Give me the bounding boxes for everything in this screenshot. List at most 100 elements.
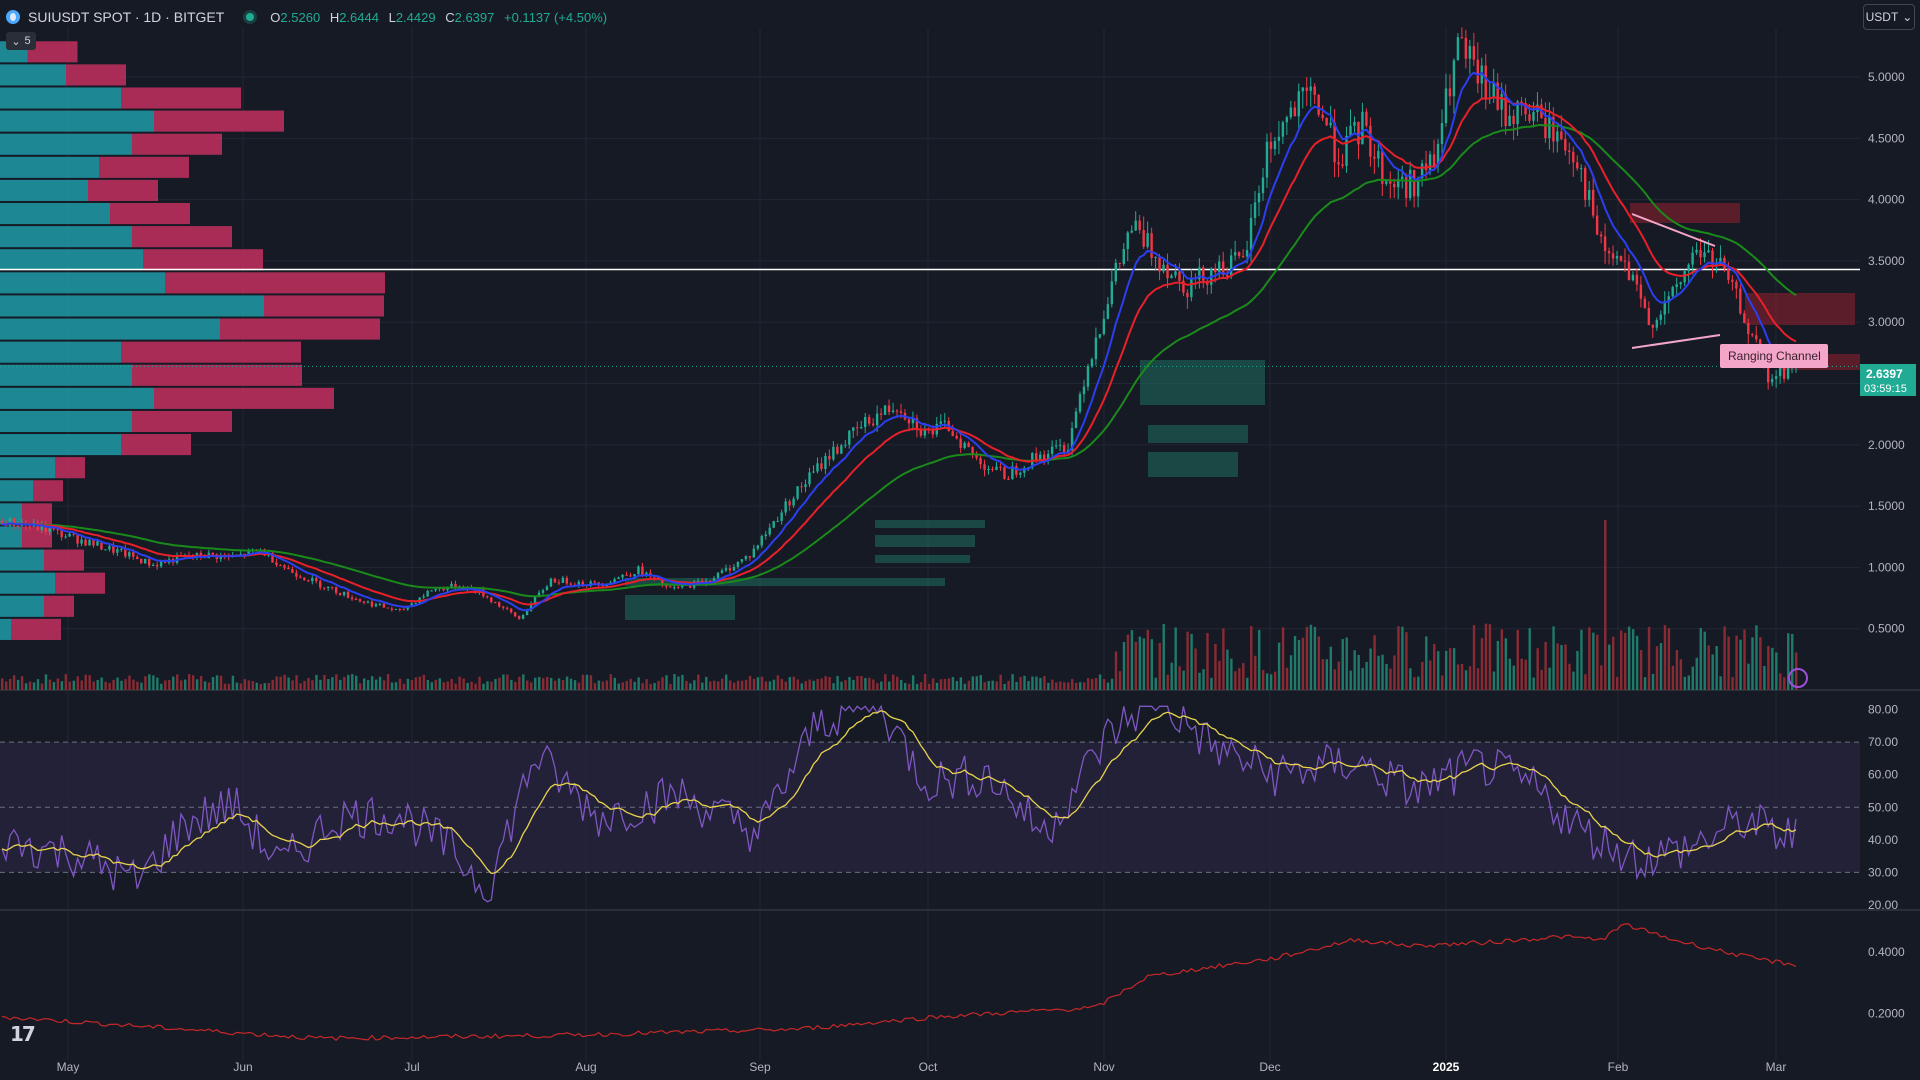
volume-bar	[1667, 628, 1671, 690]
candle-body	[1687, 264, 1690, 272]
volume-bar	[1560, 644, 1563, 690]
candle-body	[1035, 453, 1038, 460]
candle-body	[1015, 466, 1018, 475]
volume-bar	[502, 674, 505, 690]
volume-bar	[207, 682, 211, 690]
candle-body	[517, 616, 521, 619]
candle-body	[346, 591, 350, 598]
sui-logo-icon	[6, 10, 20, 24]
volume-bar	[32, 682, 36, 690]
volume-bar	[1600, 665, 1603, 690]
volume-bar	[1691, 666, 1694, 690]
price-tick-label: 2.0000	[1868, 438, 1905, 452]
candle-body	[1436, 143, 1440, 166]
currency-select[interactable]: USDT ⌄	[1863, 4, 1915, 30]
symbol-title[interactable]: SUIUSDT SPOT · 1D · BITGET	[28, 9, 225, 25]
candle-body	[1635, 274, 1639, 285]
candle-body	[311, 578, 314, 582]
volume-bar	[816, 679, 819, 690]
volume-bar	[1496, 640, 1500, 690]
candle-body	[307, 580, 310, 582]
candle-body	[677, 587, 680, 589]
volume-bar	[172, 676, 175, 690]
candle-body	[1309, 86, 1312, 91]
candle-body	[1695, 250, 1698, 253]
candle-body	[96, 541, 99, 546]
candle-body	[1572, 151, 1575, 163]
volume-bar	[1675, 649, 1679, 690]
volume-bar	[410, 680, 414, 690]
volume-bar	[585, 674, 589, 690]
candle-body	[883, 405, 887, 415]
ema-slow-line	[1, 123, 1797, 598]
candle-body	[1476, 59, 1479, 84]
volume-bar	[1627, 626, 1631, 690]
candle-body	[1333, 122, 1336, 163]
candle-body	[354, 599, 358, 601]
volume-profile-up	[0, 618, 11, 640]
candle-body	[1699, 250, 1702, 258]
volume-bar	[1735, 635, 1738, 690]
candle-body	[1241, 255, 1245, 257]
alert-icon	[1788, 668, 1808, 688]
volume-bar	[1409, 668, 1412, 690]
candle-body	[0, 520, 4, 525]
volume-bar	[593, 683, 597, 690]
volume-bar	[1086, 678, 1090, 690]
volume-bar	[1071, 679, 1074, 690]
volume-bar	[442, 682, 445, 690]
candle-body	[1078, 394, 1082, 412]
volume-bar	[76, 676, 79, 690]
candle-body	[1190, 277, 1193, 298]
candle-body	[569, 583, 573, 585]
candle-body	[502, 606, 505, 608]
candle-body	[1058, 444, 1062, 446]
volume-bar	[1178, 666, 1181, 690]
annotation-box	[1720, 344, 1828, 368]
candle-body	[1408, 169, 1412, 199]
candle-body	[1269, 141, 1273, 150]
candle-body	[1420, 163, 1424, 179]
volume-bar	[1357, 654, 1360, 690]
volume-bar	[534, 677, 537, 690]
price-tick-label: 5.0000	[1868, 70, 1905, 84]
volume-bar	[1787, 633, 1790, 690]
candle-body	[28, 525, 32, 527]
candle-body	[549, 578, 553, 587]
volume-bar	[1134, 641, 1138, 690]
volume-bar	[462, 678, 465, 690]
volume-bar	[1472, 625, 1476, 690]
candle-body	[1747, 323, 1750, 335]
volume-bar	[1460, 663, 1464, 690]
candle-body	[1484, 65, 1487, 100]
candle-body	[1583, 168, 1587, 200]
volume-bar	[1488, 624, 1492, 690]
volume-bar	[450, 678, 453, 690]
volume-bar	[1329, 646, 1333, 690]
candle-body	[1381, 151, 1384, 184]
candle-body	[1222, 261, 1225, 276]
volume-bar	[398, 678, 402, 690]
volume-bar	[1596, 634, 1599, 690]
candle-body	[923, 428, 927, 436]
volume-bar	[935, 682, 939, 690]
high-value: 2.6444	[339, 9, 379, 25]
volume-bar	[1393, 655, 1396, 690]
volume-bar	[931, 678, 935, 690]
x-tick-label: Dec	[1259, 1060, 1280, 1074]
candle-body	[1130, 230, 1133, 233]
volume-bar	[545, 676, 549, 690]
candle-body	[788, 501, 791, 506]
volume-bar	[597, 680, 601, 690]
candle-body	[1098, 334, 1102, 338]
volume-bar	[1138, 636, 1142, 690]
volume-bar	[235, 682, 239, 690]
indicators-collapse-button[interactable]: ⌄ 5	[6, 32, 36, 50]
candle-body	[1520, 101, 1523, 103]
demand-zone	[875, 520, 985, 528]
volume-bar	[1301, 637, 1305, 690]
volume-profile-down	[132, 410, 232, 433]
candle-body	[991, 469, 994, 471]
volume-bar	[884, 674, 887, 690]
